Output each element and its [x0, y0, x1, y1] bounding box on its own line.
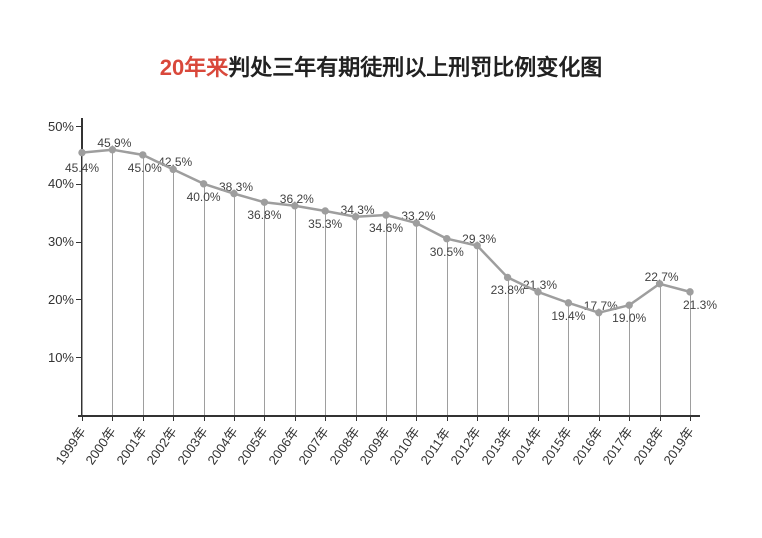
x-tick — [295, 415, 296, 421]
x-tick — [204, 415, 205, 421]
x-tick — [264, 415, 265, 421]
data-point-marker — [626, 302, 632, 308]
data-point-marker — [656, 281, 662, 287]
x-tick-label: 2018年 — [628, 423, 668, 468]
x-axis — [78, 415, 700, 417]
x-tick — [173, 415, 174, 421]
data-point-marker — [535, 289, 541, 295]
x-tick — [416, 415, 417, 421]
data-point-marker — [504, 274, 510, 280]
x-tick — [660, 415, 661, 421]
x-tick-label: 2010年 — [384, 423, 424, 468]
data-point-marker — [231, 190, 237, 196]
x-tick-label: 2016年 — [567, 423, 607, 468]
title-highlight: 20年来 — [160, 55, 228, 80]
data-point-marker — [261, 199, 267, 205]
data-point-marker — [383, 212, 389, 218]
x-tick — [568, 415, 569, 421]
x-tick-label: 2006年 — [263, 423, 303, 468]
x-tick — [112, 415, 113, 421]
data-point-marker — [140, 152, 146, 158]
series-line — [82, 150, 690, 313]
title-main: 判处三年有期徒刑以上刑罚比例变化图 — [228, 55, 602, 80]
data-point-marker — [565, 300, 571, 306]
x-tick — [477, 415, 478, 421]
chart-container: 20年来判处三年有期徒刑以上刑罚比例变化图 10%20%30%40%50%199… — [0, 0, 762, 538]
x-tick-label: 2005年 — [232, 423, 272, 468]
data-point-marker — [687, 289, 693, 295]
x-tick — [82, 415, 83, 421]
x-tick-label: 2014年 — [506, 423, 546, 468]
x-tick — [386, 415, 387, 421]
y-tick-label: 50% — [34, 119, 74, 134]
data-point-marker — [596, 309, 602, 315]
data-point-marker — [444, 236, 450, 242]
x-tick — [629, 415, 630, 421]
y-tick-label: 20% — [34, 292, 74, 307]
x-tick-label: 2007年 — [293, 423, 333, 468]
x-tick — [356, 415, 357, 421]
data-point-marker — [200, 181, 206, 187]
x-tick-label: 2012年 — [445, 423, 485, 468]
x-tick-label: 2013年 — [476, 423, 516, 468]
x-tick-label: 2001年 — [111, 423, 151, 468]
x-tick-label: 2009年 — [354, 423, 394, 468]
y-tick-label: 30% — [34, 234, 74, 249]
x-tick-label: 2003年 — [172, 423, 212, 468]
data-point-marker — [170, 166, 176, 172]
data-point-marker — [352, 214, 358, 220]
chart-title: 20年来判处三年有期徒刑以上刑罚比例变化图 — [0, 50, 762, 82]
x-tick — [234, 415, 235, 421]
x-tick-label: 2008年 — [324, 423, 364, 468]
x-tick-label: 2017年 — [597, 423, 637, 468]
x-tick — [447, 415, 448, 421]
x-tick-label: 2002年 — [141, 423, 181, 468]
line-series — [82, 126, 690, 415]
data-point-marker — [109, 146, 115, 152]
x-tick-label: 2015年 — [536, 423, 576, 468]
x-tick — [599, 415, 600, 421]
x-tick-label: 2004年 — [202, 423, 242, 468]
x-tick — [325, 415, 326, 421]
x-tick — [143, 415, 144, 421]
data-point-marker — [292, 203, 298, 209]
x-tick-label: 2000年 — [80, 423, 120, 468]
x-tick — [508, 415, 509, 421]
x-tick-label: 2011年 — [415, 423, 454, 467]
y-tick-label: 40% — [34, 176, 74, 191]
data-point-marker — [474, 242, 480, 248]
x-tick-label: 1999年 — [50, 423, 90, 468]
data-point-marker — [79, 149, 85, 155]
x-tick-label: 2019年 — [658, 423, 698, 468]
y-tick-label: 10% — [34, 350, 74, 365]
data-point-marker — [413, 220, 419, 226]
plot-area: 10%20%30%40%50%1999年45.4%2000年45.9%2001年… — [82, 126, 690, 415]
data-point-marker — [322, 208, 328, 214]
x-tick — [690, 415, 691, 421]
x-tick — [538, 415, 539, 421]
